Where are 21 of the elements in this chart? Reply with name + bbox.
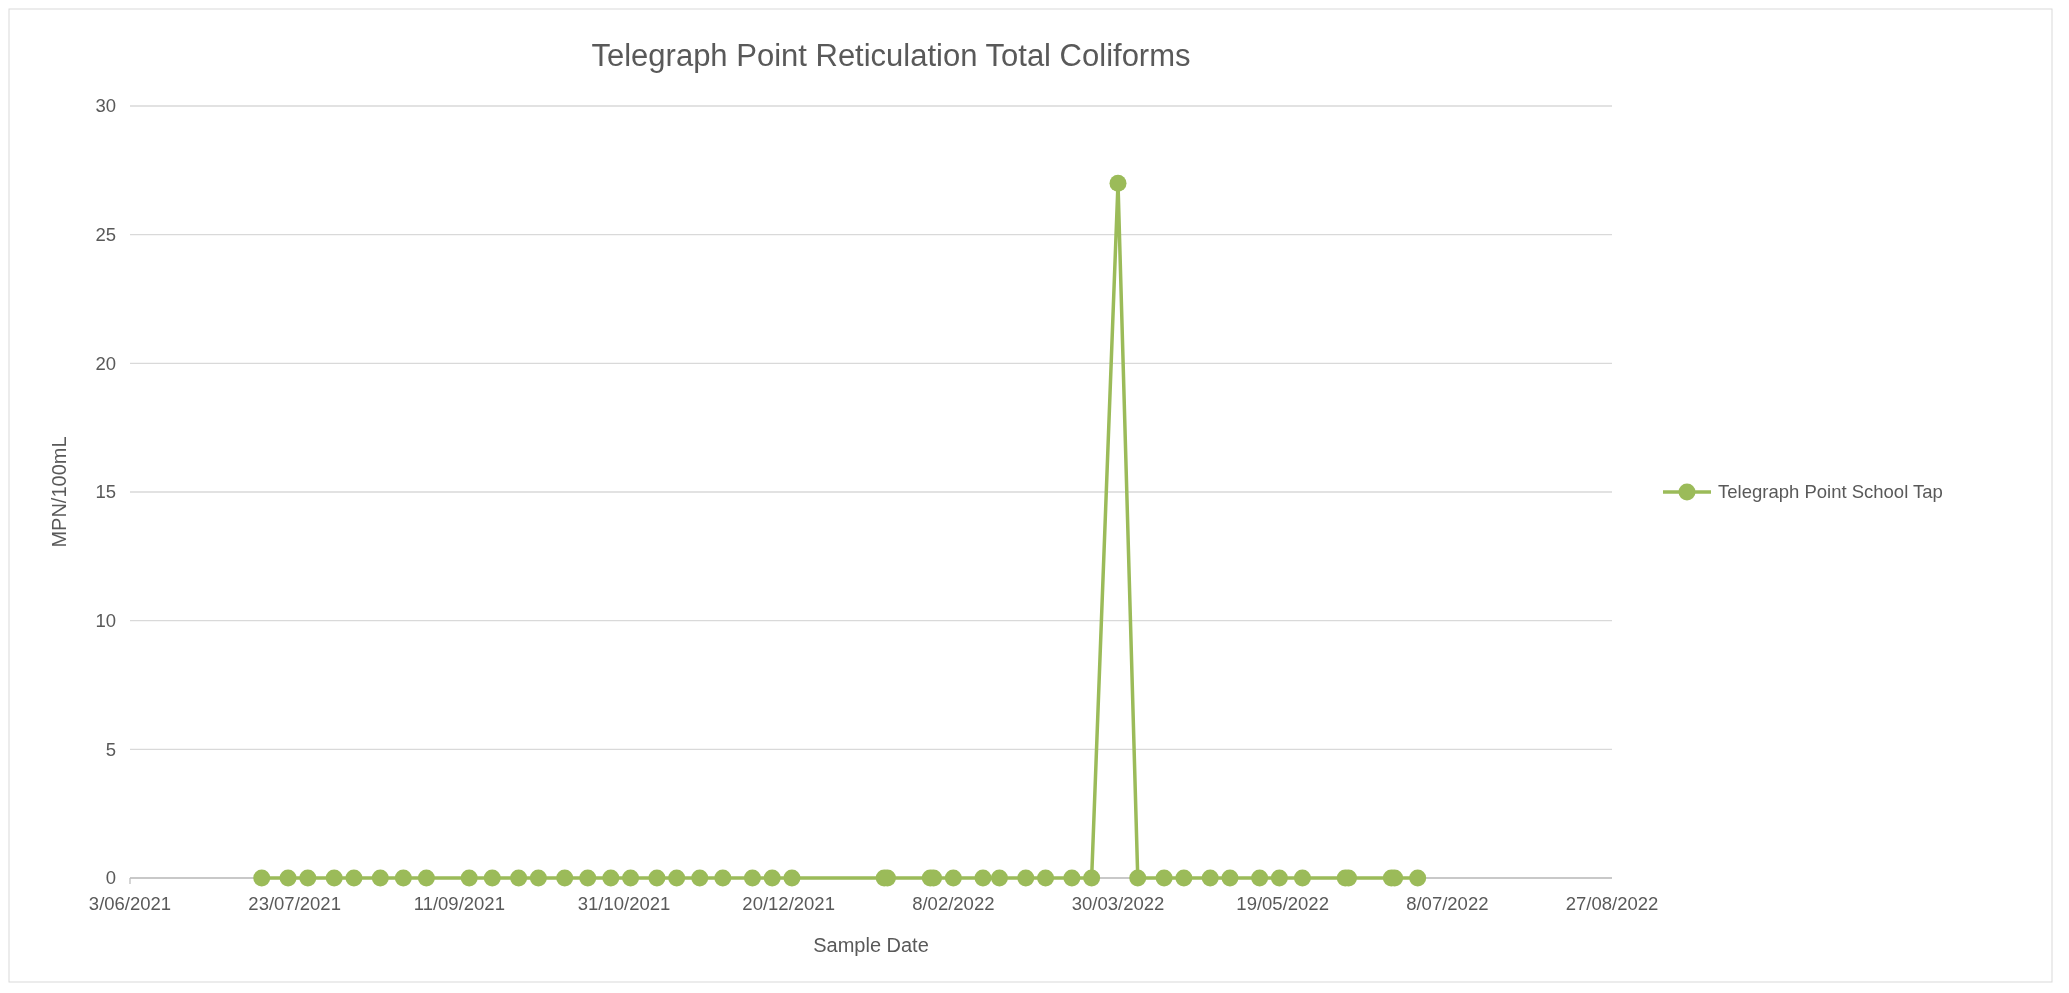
- x-tick-label: 8/07/2022: [1406, 893, 1489, 914]
- x-tick-label: 30/03/2022: [1071, 893, 1165, 914]
- chart-title: Telegraph Point Reticulation Total Coliforms: [591, 38, 1191, 73]
- x-tick-label: 19/05/2022: [1236, 893, 1329, 914]
- y-tick-label: 5: [105, 738, 116, 760]
- x-tick-label: 23/07/2021: [248, 893, 341, 914]
- y-tick-label: 15: [95, 481, 116, 503]
- y-tick-label: 30: [95, 95, 116, 117]
- x-tick-label: 3/06/2021: [88, 893, 172, 914]
- y-axis-title: MPN/100mL: [48, 436, 70, 548]
- y-tick-label: 0: [105, 867, 116, 889]
- x-axis-title: Sample Date: [813, 934, 929, 956]
- y-tick-label: 20: [95, 352, 116, 374]
- x-tick-label: 31/10/2021: [577, 893, 671, 914]
- x-tick-label: 11/09/2021: [413, 893, 505, 914]
- y-tick-label: 10: [95, 610, 116, 632]
- x-tick-label: 8/02/2022: [912, 893, 995, 914]
- y-tick-label: 25: [95, 224, 116, 246]
- x-tick-label: 27/08/2022: [1565, 893, 1659, 914]
- x-tick-label: 20/12/2021: [742, 893, 835, 914]
- legend-label: Telegraph Point School Tap: [1718, 481, 1943, 503]
